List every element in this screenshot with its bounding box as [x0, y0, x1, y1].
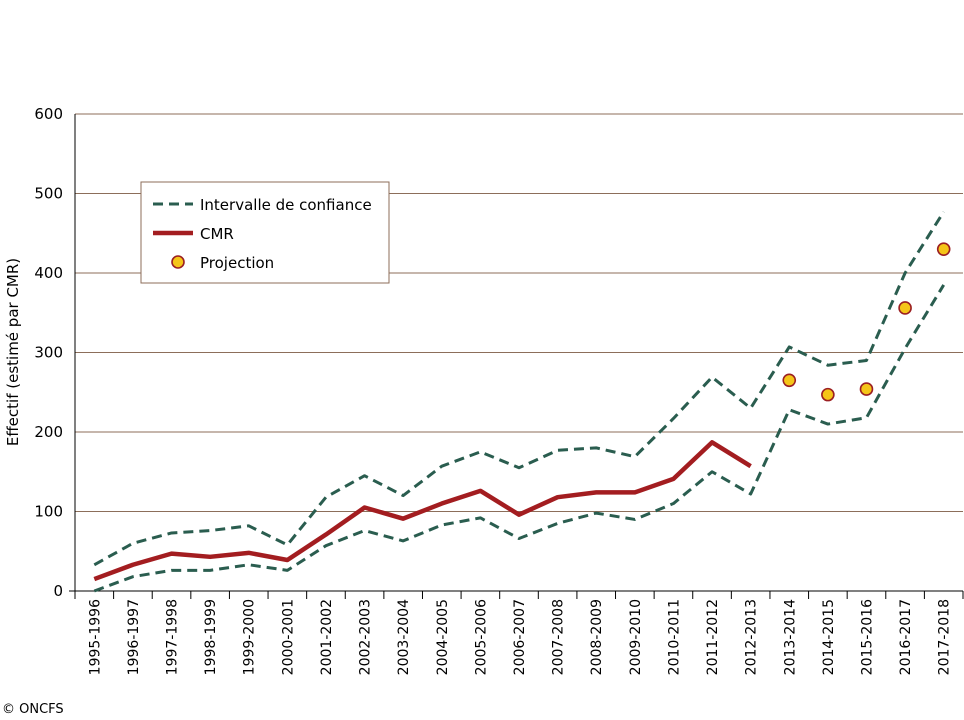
projection-point [821, 387, 835, 402]
x-tick-label: 2000-2001 [280, 599, 296, 675]
x-tick-label: 2011-2012 [705, 599, 721, 675]
legend: Intervalle de confiance CMR Projection [140, 181, 390, 284]
confidence-interval-lower [93, 284, 945, 593]
projection-point [898, 301, 912, 315]
x-tick-label: 2013-2014 [782, 599, 798, 675]
x-tick-label: 2006-2007 [512, 599, 528, 675]
cmr-line [93, 440, 752, 582]
x-tick-label: 2012-2013 [744, 599, 760, 675]
x-tick-label: 2001-2002 [319, 599, 335, 675]
x-tick-label: 1999-2000 [242, 599, 258, 675]
x-tick-label: 2010-2011 [666, 599, 682, 675]
x-tick-label: 2008-2009 [589, 599, 605, 675]
x-tick-label: 2002-2003 [358, 599, 374, 675]
x-tick-label: 2005-2006 [473, 599, 489, 675]
x-tick-label: 2016-2017 [898, 599, 914, 675]
x-tick-label: 1995-1996 [87, 599, 103, 675]
projection-point [936, 242, 951, 256]
y-tick-label: 400 [34, 264, 63, 282]
copyright-text: © ONCFS [2, 702, 64, 717]
y-tick-label: 600 [34, 105, 63, 123]
x-tick-label: 1997-1998 [165, 599, 181, 675]
x-tick-label: 2003-2004 [396, 599, 412, 675]
x-tick-label: 2015-2016 [859, 599, 875, 675]
y-tick-label: 500 [34, 185, 63, 203]
x-tick-label: 2009-2010 [628, 599, 644, 675]
y-tick-label: 200 [34, 423, 63, 441]
x-tick-label: 2017-2018 [937, 599, 953, 675]
series-layer [93, 210, 951, 593]
x-tick-label: 2004-2005 [435, 599, 451, 675]
y-axis-label: Effectif (estimé par CMR) [4, 258, 22, 446]
x-tick-label: 2014-2015 [821, 599, 837, 675]
x-tick-label: 1998-1999 [203, 599, 219, 675]
axes: 0 100 200 300 400 500 600 1995-1996 1996-1997 199… [34, 105, 964, 675]
projection-point [782, 373, 797, 388]
x-tick-label: 2007-2008 [551, 599, 567, 675]
confidence-interval-upper [93, 210, 945, 567]
y-tick-label: 100 [34, 503, 63, 521]
legend-label: Projection [200, 254, 274, 272]
grid-lines [75, 113, 963, 512]
legend-swatch-projection [171, 255, 185, 269]
y-tick-label: 300 [34, 344, 63, 362]
projection-point [859, 382, 874, 396]
legend-label: CMR [200, 225, 234, 243]
x-tick-label: 1996-1997 [126, 599, 142, 675]
y-tick-label: 0 [53, 582, 63, 600]
legend-label: Intervalle de confiance [200, 196, 372, 214]
